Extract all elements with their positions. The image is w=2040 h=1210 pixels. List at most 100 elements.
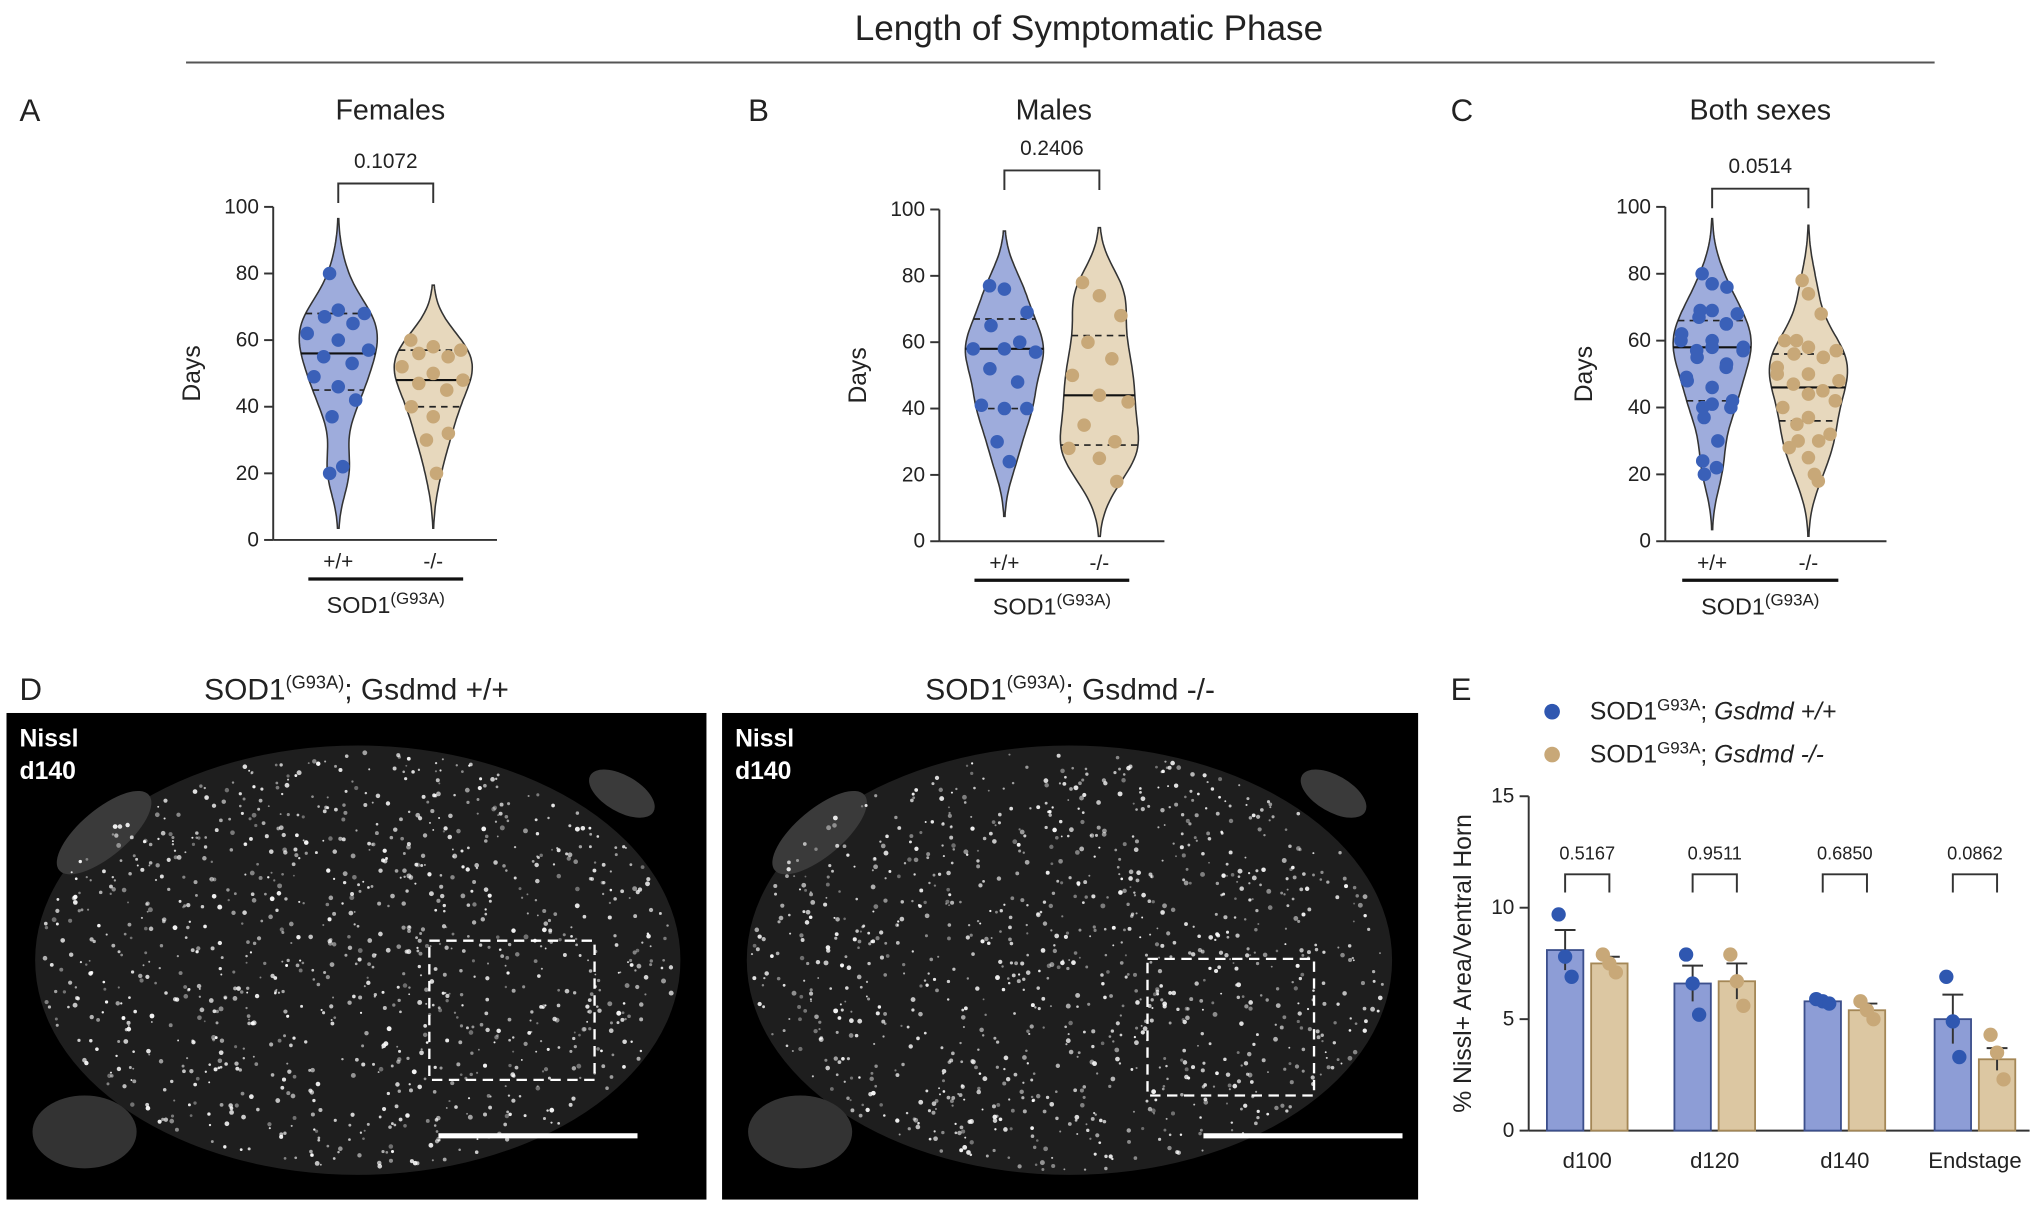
- speckle: [979, 1027, 984, 1033]
- speckle: [1362, 1006, 1367, 1011]
- speckle: [1180, 832, 1184, 836]
- speckle: [49, 962, 54, 967]
- speckle: [325, 974, 330, 980]
- speckle: [825, 1065, 831, 1071]
- speckle: [239, 990, 244, 994]
- speckle: [608, 901, 612, 905]
- speckle: [867, 997, 871, 1001]
- speckle: [1073, 1088, 1078, 1093]
- speckle: [212, 1009, 217, 1014]
- speckle: [104, 1000, 109, 1004]
- speckle: [567, 852, 573, 858]
- speckle: [1298, 976, 1303, 981]
- speckle: [177, 1039, 180, 1042]
- speckle: [1230, 873, 1235, 877]
- data-point: [1790, 417, 1804, 431]
- speckle: [1218, 777, 1223, 782]
- speckle: [1274, 1023, 1277, 1026]
- speckle: [1260, 808, 1264, 812]
- speckle: [1170, 760, 1175, 766]
- speckle: [1232, 962, 1235, 964]
- speckle: [214, 828, 219, 833]
- speckle: [267, 805, 270, 808]
- speckle: [125, 822, 130, 828]
- speckle: [868, 1092, 873, 1097]
- speckle: [1106, 896, 1109, 899]
- speckle: [542, 1116, 547, 1121]
- speckle: [1220, 992, 1223, 995]
- data-point: [361, 343, 376, 357]
- speckle: [164, 991, 168, 995]
- data-point: [1736, 340, 1751, 355]
- speckle: [483, 783, 487, 788]
- speckle: [60, 938, 66, 943]
- speckle: [1208, 861, 1210, 864]
- speckle: [1036, 1093, 1041, 1099]
- speckle: [383, 1041, 389, 1047]
- speckle: [300, 1004, 304, 1008]
- legend-label-part: ;: [1700, 698, 1714, 725]
- speckle: [1007, 1156, 1011, 1159]
- speckle: [1050, 862, 1054, 866]
- speckle: [171, 843, 175, 846]
- speckle: [394, 869, 399, 873]
- speckle: [605, 1086, 609, 1090]
- speckle: [993, 1036, 997, 1040]
- speckle: [377, 1071, 380, 1073]
- tissue-fragment: [32, 1095, 137, 1169]
- speckle: [1158, 956, 1161, 959]
- speckle: [1223, 915, 1228, 920]
- data-point: [331, 379, 346, 394]
- speckle: [279, 1132, 284, 1137]
- speckle: [273, 879, 276, 882]
- speckle: [1221, 873, 1226, 878]
- speckle: [1071, 960, 1076, 966]
- speckle: [195, 1076, 200, 1081]
- speckle: [208, 1081, 211, 1084]
- speckle: [1292, 875, 1297, 880]
- speckle: [911, 1008, 915, 1012]
- speckle: [512, 1036, 515, 1039]
- data-point: [1736, 998, 1751, 1013]
- speckle: [1301, 953, 1305, 957]
- speckle: [881, 1019, 886, 1024]
- speckle: [399, 1010, 402, 1014]
- speckle: [1319, 878, 1323, 881]
- speckle: [833, 1008, 839, 1014]
- speckle: [148, 864, 151, 867]
- speckle: [960, 1084, 965, 1089]
- data-point: [1121, 395, 1135, 409]
- speckle: [159, 874, 164, 879]
- speckle: [607, 915, 612, 920]
- speckle: [1025, 765, 1029, 769]
- significance-bracket: [1003, 169, 1101, 190]
- speckle: [1352, 920, 1355, 923]
- speckle: [1056, 965, 1061, 970]
- speckle: [535, 878, 540, 884]
- speckle: [565, 852, 569, 856]
- speckle: [218, 1006, 224, 1012]
- speckle: [1120, 877, 1124, 881]
- data-point: [348, 393, 363, 407]
- data-point: [1801, 450, 1816, 465]
- speckle: [934, 1107, 937, 1111]
- speckle: [942, 855, 945, 858]
- speckle: [1098, 846, 1101, 849]
- speckle: [1021, 1096, 1025, 1100]
- data-point: [1092, 451, 1107, 466]
- speckle: [210, 1140, 214, 1143]
- data-point: [1705, 380, 1719, 395]
- speckle: [1271, 815, 1275, 819]
- speckle: [1085, 772, 1089, 776]
- speckle: [472, 902, 477, 907]
- speckle: [1228, 804, 1232, 808]
- speckle: [1160, 770, 1164, 774]
- speckle: [374, 831, 379, 836]
- speckle: [869, 1076, 874, 1082]
- speckle: [1168, 805, 1171, 809]
- speckle: [55, 908, 60, 913]
- speckle: [448, 1100, 451, 1103]
- speckle: [186, 902, 191, 908]
- significance-bracket: [1711, 187, 1810, 209]
- speckle: [1012, 839, 1018, 845]
